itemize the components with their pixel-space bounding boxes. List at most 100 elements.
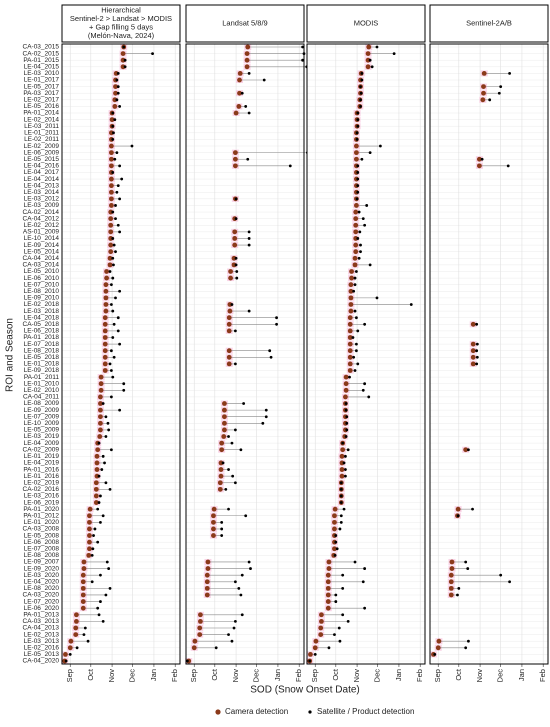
y-tick-label: LE-09_2009 <box>24 407 60 414</box>
satellite-dot <box>240 573 244 577</box>
camera-dot <box>80 599 86 604</box>
camera-dot <box>449 559 455 565</box>
satellite-dot <box>122 388 126 392</box>
camera-dot <box>325 592 331 598</box>
camera-dot <box>204 585 210 591</box>
x-tick-label: Nov <box>231 669 240 683</box>
y-tick-label: LE-04_2018 <box>24 314 60 321</box>
panel <box>186 44 304 664</box>
satellite-dot <box>116 91 120 95</box>
camera-dot <box>95 447 101 453</box>
satellite-dot <box>130 144 134 148</box>
satellite-dot <box>244 105 248 108</box>
satellite-dot <box>353 276 357 280</box>
y-tick-label: LE-06_2019 <box>24 499 60 506</box>
camera-dot <box>219 447 225 453</box>
satellite-dot <box>101 514 105 518</box>
camera-dot <box>81 566 87 571</box>
satellite-dot <box>508 580 511 584</box>
x-tick-label: Jan <box>273 669 282 681</box>
satellite-dot <box>99 600 102 603</box>
satellite-dot <box>230 303 234 306</box>
satellite-dot <box>354 316 358 320</box>
camera-dot <box>348 295 354 301</box>
y-tick-label: LE-09_2018 <box>24 367 60 374</box>
legend-label: Camera detection <box>225 707 288 716</box>
satellite-dot <box>247 72 251 75</box>
satellite-dot <box>68 652 72 656</box>
camera-dot <box>319 618 324 624</box>
y-tick-label: LE-05_2013 <box>24 651 60 658</box>
camera-dot <box>98 387 104 393</box>
satellite-dot <box>106 421 110 425</box>
camera-dot <box>312 645 318 651</box>
satellite-dot <box>327 646 331 650</box>
camera-dot <box>93 480 99 486</box>
camera-dot <box>448 572 454 578</box>
y-tick-label: CA-02_2014 <box>23 209 60 216</box>
camera-dot <box>480 97 486 103</box>
x-tick-label: Nov <box>107 669 116 683</box>
camera-dot <box>218 473 224 479</box>
camera-dot <box>81 559 87 565</box>
satellite-dot <box>359 85 362 89</box>
satellite-dot <box>356 171 360 174</box>
camera-dot <box>98 420 103 426</box>
camera-dot <box>204 592 210 598</box>
satellite-dot <box>100 468 104 471</box>
satellite-dot <box>123 58 127 62</box>
camera-dot <box>228 275 233 281</box>
satellite-dot <box>107 428 111 432</box>
x-tick-label: Dec <box>496 669 505 683</box>
satellite-dot <box>93 527 97 531</box>
satellite-dot <box>116 85 120 89</box>
satellite-dot <box>118 408 122 412</box>
camera-dot <box>325 585 331 591</box>
satellite-dot <box>99 494 102 498</box>
satellite-dot <box>246 157 250 161</box>
satellite-dot <box>233 580 237 584</box>
camera-dot <box>108 143 114 149</box>
camera-dot <box>102 368 108 373</box>
y-tick-label: LE-03_2014 <box>24 189 60 196</box>
camera-dot <box>231 255 237 261</box>
camera-dot <box>343 374 349 380</box>
camera-dot <box>94 453 100 459</box>
y-tick-label: LE-01_2019 <box>24 453 60 460</box>
satellite-dot <box>464 646 468 650</box>
camera-dot <box>232 236 238 241</box>
satellite-dot <box>97 501 101 504</box>
x-tick-label: Dec <box>252 669 261 683</box>
satellite-dot <box>368 151 372 155</box>
camera-dot <box>74 618 79 624</box>
camera-dot <box>481 90 486 96</box>
camera-dot <box>211 519 216 525</box>
satellite-dot <box>104 593 108 597</box>
facet-title: (Melón-Nava, 2024) <box>88 31 155 40</box>
satellite-dot <box>115 151 119 155</box>
satellite-dot <box>111 111 115 115</box>
satellite-dot <box>360 157 364 161</box>
satellite-dot <box>359 105 362 108</box>
satellite-dot <box>112 263 115 267</box>
camera-dot <box>349 269 354 274</box>
camera-dot <box>343 381 349 387</box>
camera-dot <box>103 288 109 294</box>
camera-dot <box>192 638 198 644</box>
y-tick-label: LE-08_2008 <box>24 552 60 559</box>
satellite-dot <box>244 514 248 518</box>
satellite-dot <box>345 428 349 432</box>
satellite-dot <box>355 131 359 135</box>
camera-dot <box>232 163 238 169</box>
satellite-dot <box>240 613 244 617</box>
satellite-dot <box>353 283 357 287</box>
camera-dot <box>481 84 486 90</box>
satellite-dot <box>104 415 108 419</box>
satellite-dot <box>99 573 102 577</box>
camera-dot <box>308 651 313 657</box>
satellite-dot <box>237 586 241 590</box>
satellite-dot <box>333 633 336 636</box>
camera-dot <box>348 282 354 288</box>
camera-dot <box>98 374 104 380</box>
satellite-dot <box>113 118 117 122</box>
